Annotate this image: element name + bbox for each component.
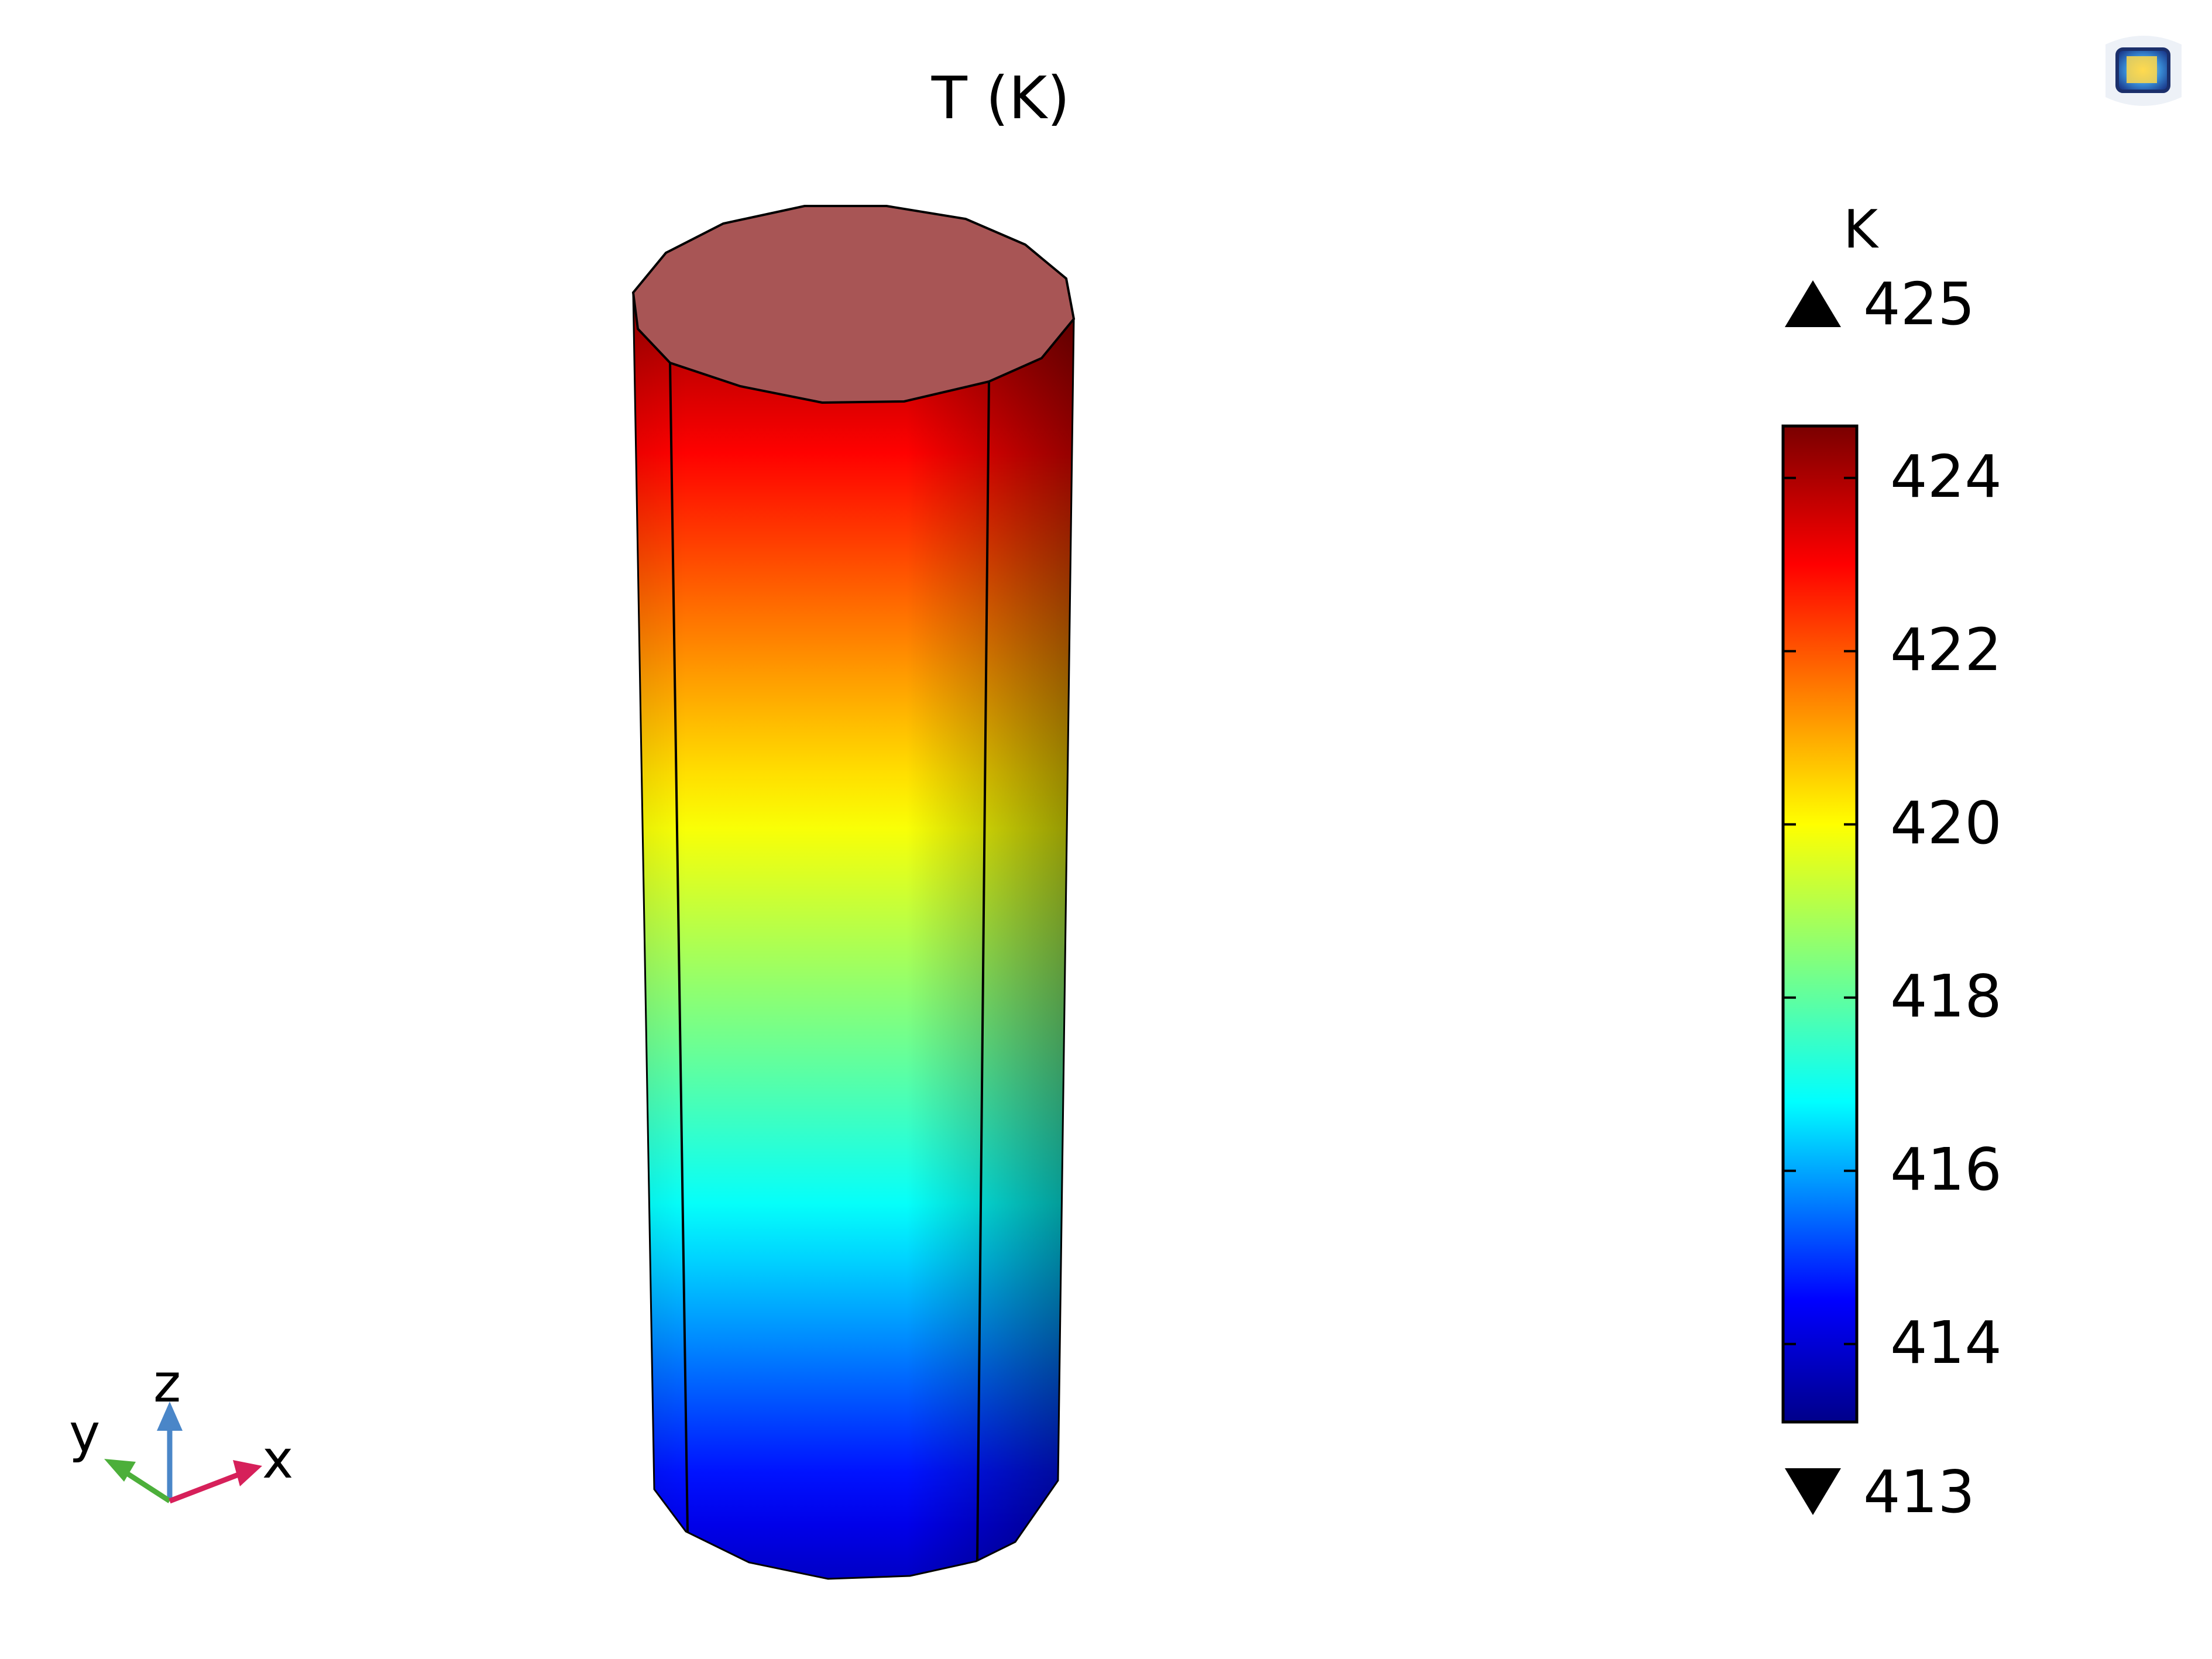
colorbar-gradient xyxy=(1781,424,1859,1424)
cylinder-edge-right xyxy=(976,381,990,1562)
colorbar-unit: K xyxy=(1843,199,1878,260)
x-axis-line xyxy=(169,1470,244,1504)
x-axis-arrow-icon xyxy=(233,1460,262,1486)
x-axis-label: x xyxy=(262,1429,294,1490)
axis-triad xyxy=(104,1402,262,1504)
colorbar-tick-label: 418 xyxy=(1890,961,2002,1031)
colorbar-max-label: 425 xyxy=(1785,275,1975,334)
triangle-up-icon xyxy=(1785,280,1841,327)
colorbar xyxy=(1781,424,1859,1424)
colorbar-tick-label: 422 xyxy=(1890,615,2002,684)
cylinder-top-face xyxy=(631,205,1076,404)
colorbar-ticks xyxy=(1783,476,1857,1345)
y-axis-arrow-icon xyxy=(104,1459,136,1482)
colorbar-min-label: 413 xyxy=(1785,1463,1975,1521)
colorbar-tick-label: 420 xyxy=(1890,788,2002,857)
z-axis-arrow-icon xyxy=(157,1402,183,1431)
cylinder-surface xyxy=(631,205,1076,1580)
z-axis-label: z xyxy=(153,1353,181,1414)
comsol-logo-icon xyxy=(2105,36,2182,106)
plot-title: T (K) xyxy=(931,64,1070,132)
colorbar-tick-label: 414 xyxy=(1890,1308,2002,1377)
colorbar-tick-label: 416 xyxy=(1890,1135,2002,1204)
colorbar-tick-label: 424 xyxy=(1890,442,2002,511)
y-axis-label: y xyxy=(69,1403,101,1464)
triangle-down-icon xyxy=(1785,1468,1841,1515)
cylinder-edge-left xyxy=(669,362,689,1533)
